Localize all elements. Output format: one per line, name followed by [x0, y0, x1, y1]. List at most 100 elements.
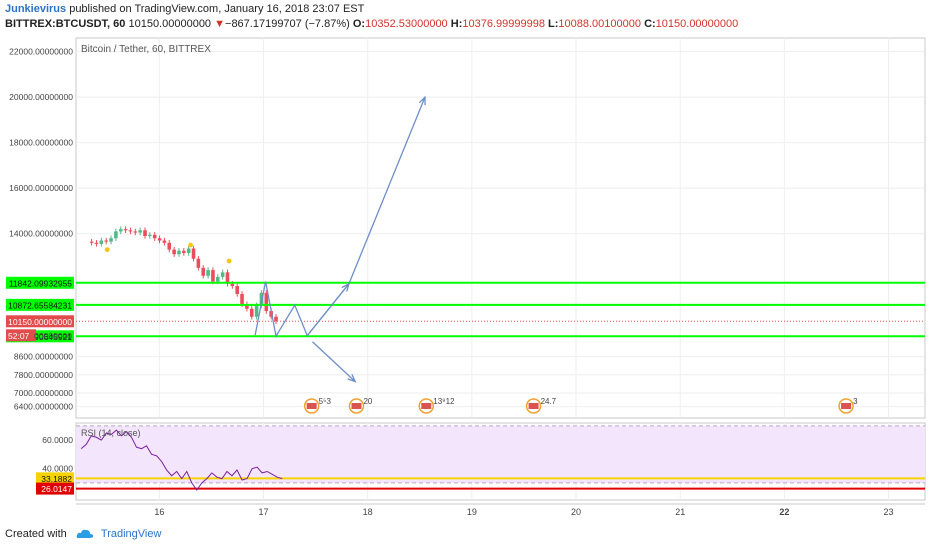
- countdown-timer: 52:07: [8, 331, 30, 341]
- rsi-value-bg: [36, 472, 74, 485]
- candle-body: [114, 231, 118, 239]
- dividend-dot: [188, 242, 193, 248]
- y-tick-label: 6400.00000000: [14, 402, 73, 412]
- open-label: O:: [352, 18, 366, 30]
- event-label: 13⁹12: [433, 397, 455, 406]
- candle-body: [201, 267, 206, 276]
- candle-body: [186, 248, 191, 254]
- candle-body: [89, 241, 94, 243]
- candle-body: [123, 229, 128, 231]
- open-value: 10352.53000000: [365, 18, 448, 30]
- y-tick-label: 22000.00000000: [9, 47, 73, 57]
- rsi-title: RSI (14, close): [81, 428, 141, 438]
- publish-info: Junkievirus published on TradingView.com…: [5, 3, 364, 15]
- rsi-line: [80, 429, 283, 491]
- rsi-value-bg: [36, 482, 74, 495]
- candle-body: [220, 272, 225, 277]
- rsi-value-label: 26.0147: [41, 484, 72, 494]
- y-tick-label: 7800.00000000: [14, 370, 73, 380]
- high-value: 10376.99999998: [462, 18, 545, 30]
- event-label: 24.7: [541, 397, 557, 406]
- x-tick-label: 20: [571, 507, 581, 517]
- price-label-bg: [6, 315, 74, 328]
- flag-icon: [528, 403, 539, 409]
- candle-body: [191, 248, 196, 259]
- y-tick-label: 18000.00000000: [9, 138, 73, 148]
- footer: Created with TradingView: [5, 528, 161, 540]
- candle-body: [196, 258, 201, 268]
- event-label: 3: [853, 397, 858, 406]
- candle-body: [230, 283, 235, 287]
- flag-icon: [421, 403, 432, 409]
- candle-body: [235, 286, 239, 294]
- candle-body: [138, 230, 142, 233]
- candle-body: [162, 240, 167, 243]
- candle-body: [118, 229, 123, 232]
- flag-icon: [351, 403, 362, 409]
- candle-body: [254, 305, 259, 317]
- dividend-dot: [104, 247, 110, 253]
- x-tick-label: 23: [884, 507, 894, 517]
- last-price: 10150.00000000: [128, 18, 212, 30]
- x-tick-label: 19: [467, 507, 477, 517]
- candle-body: [182, 250, 186, 254]
- dividend-dot: [226, 258, 232, 264]
- candle-body: [249, 308, 254, 317]
- candle-body: [172, 249, 176, 255]
- rsi-y-tick: 40.0000: [42, 464, 73, 474]
- candle-body: [215, 276, 220, 282]
- low-value: 10088.00100000: [558, 18, 641, 30]
- close-value: 10150.00000000: [655, 18, 739, 30]
- chart-title: Bitcoin / Tether, 60, BITTREX: [81, 44, 211, 55]
- candle-body: [128, 230, 133, 232]
- y-tick-label: 20000.00000000: [9, 92, 73, 102]
- projection-arrow: [306, 96, 426, 337]
- arrow-head: [418, 95, 426, 106]
- projection-arrow: [312, 341, 356, 383]
- event-label: 5⁵3: [319, 397, 332, 406]
- event-label: 20: [363, 397, 372, 406]
- countdown-tail: 00000000: [34, 331, 72, 341]
- candle-body: [259, 292, 264, 306]
- y-tick-label: 14000.00000000: [9, 229, 73, 239]
- low-label: L:: [548, 18, 559, 30]
- countdown-bg: [6, 329, 36, 342]
- candle-body: [274, 316, 278, 322]
- candle-body: [152, 234, 157, 239]
- candle-body: [177, 250, 181, 255]
- y-tick-label: 16000.00000000: [9, 183, 73, 193]
- rsi-band: [76, 425, 925, 483]
- price-label-bg: [6, 276, 74, 289]
- price-label-bg: [6, 298, 74, 311]
- candle-body: [245, 304, 249, 309]
- ohlc-header: BITTREX:BTCUSDT, 60 10150.00000000 ▼−867…: [5, 18, 738, 30]
- main-pane: [75, 37, 926, 419]
- created-with-text: Created with: [5, 528, 67, 540]
- y-tick-label: 7000.00000000: [14, 388, 73, 398]
- candle-body: [211, 270, 215, 282]
- tradingview-link[interactable]: TradingView: [100, 528, 162, 540]
- candle-body: [206, 270, 210, 276]
- candle-body: [225, 272, 230, 284]
- flag-icon: [841, 403, 852, 409]
- price-label: 10150.00000000: [8, 317, 72, 327]
- candle-body: [167, 242, 172, 250]
- tradingview-cloud-icon: [76, 529, 94, 539]
- candle-body: [143, 230, 147, 236]
- high-label: H:: [450, 18, 463, 30]
- candle-body: [264, 292, 269, 312]
- price-change: −867.17199707 (−7.87%): [225, 18, 350, 30]
- price-label: 9490.90645921: [13, 332, 72, 342]
- candle-body: [157, 238, 162, 241]
- x-tick-label: 22: [779, 507, 789, 517]
- arrow-head: [347, 374, 357, 383]
- candle-body: [109, 238, 113, 242]
- down-arrow-icon: ▼: [214, 18, 226, 30]
- candle-body: [99, 240, 104, 244]
- close-label: C:: [644, 18, 656, 30]
- symbol-label: BITTREX:BTCUSDT, 60: [5, 18, 126, 30]
- author-link[interactable]: Junkievirus: [5, 3, 67, 15]
- candle-body: [133, 231, 138, 233]
- candle-body: [148, 234, 152, 236]
